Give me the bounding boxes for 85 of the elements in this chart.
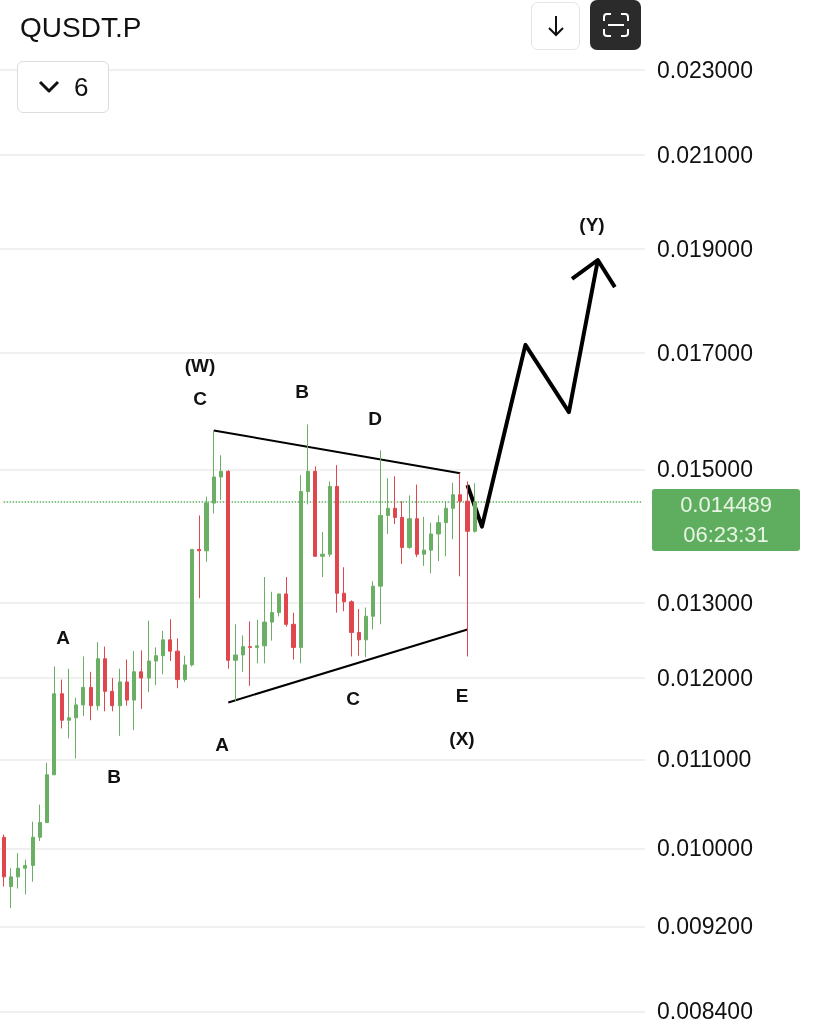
candlestick: [168, 618, 172, 662]
candlestick: [125, 659, 129, 707]
annotation: A: [56, 626, 71, 648]
annotation: C: [346, 687, 361, 709]
annotation: 6: [74, 71, 89, 103]
annotation: D: [368, 407, 382, 429]
candlestick: [444, 500, 448, 557]
annotation: B: [107, 765, 121, 787]
candlestick: [154, 646, 158, 686]
candlestick: [81, 655, 85, 717]
candlestick: [371, 580, 375, 630]
y-tick-label: 0.009200: [657, 913, 753, 940]
candlestick: [400, 500, 404, 565]
candlestick: [284, 576, 288, 628]
candlestick: [147, 620, 151, 693]
annotation: (W): [184, 354, 216, 376]
y-tick-label: 0.010000: [657, 835, 753, 862]
candlestick: [226, 469, 230, 670]
candlestick: [103, 646, 107, 712]
candlestick: [96, 641, 100, 712]
candlestick: [23, 859, 27, 895]
candlestick: [436, 514, 441, 562]
candlestick: [67, 668, 71, 739]
y-tick-label: 0.017000: [657, 339, 753, 366]
candlestick: [16, 852, 20, 889]
candlestick: [118, 668, 122, 737]
candlestick: [255, 619, 259, 664]
candlestick: [74, 697, 78, 759]
candlestick: [306, 423, 310, 505]
candlestick: [31, 821, 35, 883]
candlestick: [270, 591, 274, 642]
candlestick: [393, 475, 397, 525]
annotation: B: [295, 380, 309, 402]
y-tick-label: 0.015000: [657, 456, 753, 483]
y-tick-label: 0.013000: [657, 590, 753, 617]
annotation: (X): [449, 727, 475, 749]
candlestick: [175, 637, 180, 689]
candlestick: [342, 566, 346, 612]
candlestick: [422, 516, 426, 567]
candlestick: [291, 612, 296, 661]
y-tick-label: 0.012000: [657, 665, 753, 692]
chart-title: QUSDT.P: [20, 11, 142, 45]
candlestick: [320, 531, 325, 578]
candlestick: [415, 484, 419, 558]
candlestick: [38, 804, 42, 842]
y-tick-label: 0.023000: [657, 57, 753, 84]
candlestick: [313, 465, 317, 558]
candlestick: [9, 867, 13, 909]
candlestick: [458, 472, 462, 577]
annotation: E: [455, 684, 469, 706]
ref-line-label: 0.014489: [680, 492, 772, 518]
candlestick: [357, 608, 361, 657]
candlestick: [328, 480, 332, 558]
candlestick: [407, 494, 412, 550]
candlestick: [451, 482, 455, 540]
annotation: (Y): [579, 213, 605, 235]
candlestick: [277, 593, 281, 617]
candlestick: [197, 514, 201, 599]
candlestick: [241, 634, 245, 673]
candlestick: [110, 677, 114, 712]
y-tick-label: 0.021000: [657, 142, 753, 169]
annotation: C: [193, 387, 208, 409]
candlestick: [183, 655, 187, 683]
candlestick: [139, 649, 143, 710]
text: 06:23:31: [683, 522, 769, 548]
candlestick: [349, 599, 354, 657]
annotation: A: [215, 733, 230, 755]
candlestick: [429, 522, 433, 575]
candlestick: [190, 548, 194, 667]
candlestick: [248, 620, 252, 687]
candlestick: [45, 762, 49, 824]
candlestick: [465, 480, 470, 657]
candlestick: [132, 650, 136, 731]
y-tick-label: 0.011000: [657, 746, 752, 773]
y-tick-label: 0.019000: [657, 235, 753, 262]
y-tick-label: 0.008400: [657, 998, 753, 1025]
candlestick: [364, 607, 368, 658]
candlestick: [335, 464, 339, 614]
candlestick: [2, 833, 6, 888]
candlestick: [89, 671, 93, 721]
candlestick: [60, 679, 64, 729]
candlestick: [233, 623, 238, 703]
candlestick: [52, 665, 56, 776]
candlestick: [161, 630, 165, 675]
candlestick: [262, 576, 267, 664]
